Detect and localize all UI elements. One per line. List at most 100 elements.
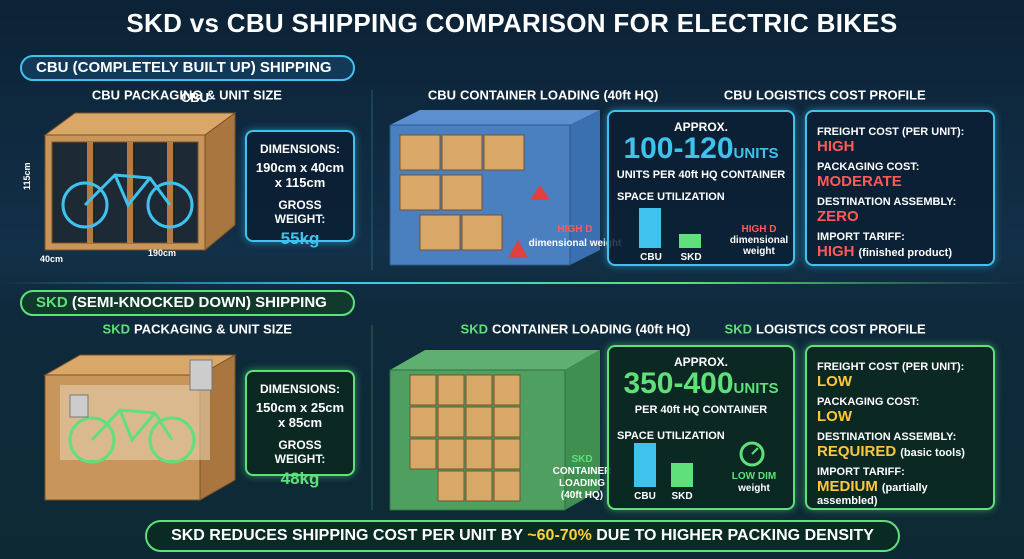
cost-value: REQUIRED [817,443,897,460]
util-bar [639,208,661,248]
bar-label: SKD [671,491,693,502]
cost-label: IMPORT TARIFF: [817,231,905,243]
cost-value: HIGH [817,243,855,260]
units-value: 100-120 [623,132,734,165]
note-right-title: LOW DIM [731,471,777,482]
divider [0,282,1024,284]
section-heading: SKD (SEMI-KNOCKED DOWN) SHIPPING [20,290,355,316]
heading-text: (SEMI-KNOCKED DOWN) SHIPPING [71,294,327,311]
cost-note: (basic tools) [900,447,965,459]
cost-row: MEDIUM (partially assembled) [817,478,983,507]
cost-note: (finished product) [858,247,953,259]
cost-value: LOW [817,408,852,425]
cost-label: FREIGHT COST (PER UNIT): [817,126,965,138]
note-text: dimensional weight [529,238,622,249]
cost-box: FREIGHT COST (PER UNIT): HIGH PACKAGING CO… [805,110,995,266]
cost-row: REQUIRED (basic tools) [817,443,983,460]
units-word: UNITS [733,380,779,397]
weight: 55kg [280,229,320,248]
dimension-box: DIMENSIONS: 150cm x 25cm x 85cm GROSS WE… [245,370,355,488]
crate-label: 115cm [22,162,32,190]
note-right-text: weight [738,483,770,494]
space-utilization: SPACE UTILIZATION [617,191,725,203]
column-heading: CBU [428,87,456,102]
cost-label: PACKAGING COST: [817,161,920,173]
crate-label: 190cm [148,248,176,258]
cost-value: MODERATE [817,173,902,190]
approx: APPROX. [673,120,728,134]
approx: APPROX. [673,355,728,369]
label: GROSS WEIGHT: [274,198,326,226]
footer-text: DUE TO HIGHER PACKING DENSITY [596,527,874,544]
cost-note: (partially assembled) [817,482,928,507]
section-heading: CBU (COMPLETELY BUILT UP) SHIPPING [20,55,355,81]
cost-row: LOW [817,408,983,425]
cost-value: MEDIUM [817,478,878,495]
cost-row: MODERATE [817,173,983,190]
units: 100-120UNITS [609,134,793,169]
units-word: UNITS [733,145,779,162]
column-heading: PACKAGING & UNIT SIZE [134,321,292,336]
util-bar [679,234,701,248]
cost-row: LOW [817,373,983,390]
weight: 48kg [280,469,320,488]
per-container: UNITS PER 40ft HQ CONTAINER [616,169,786,181]
cost-value: HIGH [817,138,855,155]
cbu-illustrations: CBU PACKAGING & UNIT SIZE 115cm 40cm 190… [22,87,926,270]
note-left: LOADING [559,478,605,489]
crate-label: 40cm [40,254,63,264]
bar-label: CBU [640,252,662,263]
skd-illustrations: SKD PACKAGING & UNIT SIZE SKD CONTAINER … [43,321,926,511]
note-title: HIGH D [741,224,777,235]
column-heading: CBU [724,87,752,102]
units-value: 350-400 [623,367,734,400]
note-left: (40ft HQ) [561,490,603,501]
util-bar [634,443,656,487]
column-heading: LOGISTICS COST PROFILE [756,321,926,336]
footer-highlight: ~60-70% [527,527,592,544]
dimension-box: DIMENSIONS: 190cm x 40cm x 115cm GROSS W… [245,130,355,248]
note-title: HIGH D [558,224,593,235]
column-heading: CONTAINER LOADING (40ft HQ) [492,321,690,336]
bar-label: CBU [634,491,656,502]
per-container: PER 40ft HQ CONTAINER [634,404,768,416]
cost-value: ZERO [817,208,859,225]
label: DIMENSIONS: [259,382,340,396]
cost-row: HIGH (finished product) [817,243,983,260]
heading-prefix: SKD [36,294,68,311]
column-heading: SKD [103,321,130,336]
note-left: SKD [571,454,592,465]
footer-banner: SKD REDUCES SHIPPING COST PER UNIT BY ~6… [145,520,900,552]
column-heading: SKD [725,321,752,336]
note-text: dimensional weight [729,235,789,257]
label: DIMENSIONS: [259,142,340,156]
dimensions: 190cm x 40cm x 115cm [255,160,345,190]
bar-label: SKD [680,252,702,263]
label: GROSS WEIGHT: [274,438,326,466]
footer-text: SKD REDUCES SHIPPING COST PER UNIT BY [171,527,523,544]
units: 350-400UNITS [609,369,793,404]
column-heading: LOGISTICS COST PROFILE [756,87,926,102]
cost-label: PACKAGING COST: [817,396,920,408]
stats-box: APPROX. 100-120UNITS UNITS PER 40ft HQ C… [607,110,795,266]
cost-value: LOW [817,373,852,390]
column-heading: CONTAINER LOADING (40ft HQ) [460,87,658,102]
column-heading: PACKAGING & UNIT SIZE [124,87,282,102]
title: SKD vs CBU SHIPPING COMPARISON FOR ELECT… [126,8,898,38]
gauge-icon [739,441,765,467]
stats-box: APPROX. 350-400UNITS PER 40ft HQ CONTAIN… [607,345,795,510]
util-bar [671,463,693,487]
cost-row: HIGH [817,138,983,155]
space-utilization: SPACE UTILIZATION [617,430,725,442]
dimensions: 150cm x 25cm x 85cm [255,400,345,430]
cost-row: ZERO [817,208,983,225]
cost-label: DESTINATION ASSEMBLY: [817,431,957,443]
cost-label: FREIGHT COST (PER UNIT): [817,361,965,373]
column-heading: SKD [461,321,488,336]
note-left: CONTAINER [553,466,612,477]
cost-label: IMPORT TARIFF: [817,466,905,478]
column-heading: CBU [180,90,210,105]
cost-label: DESTINATION ASSEMBLY: [817,196,957,208]
column-heading: CBU [92,87,120,102]
